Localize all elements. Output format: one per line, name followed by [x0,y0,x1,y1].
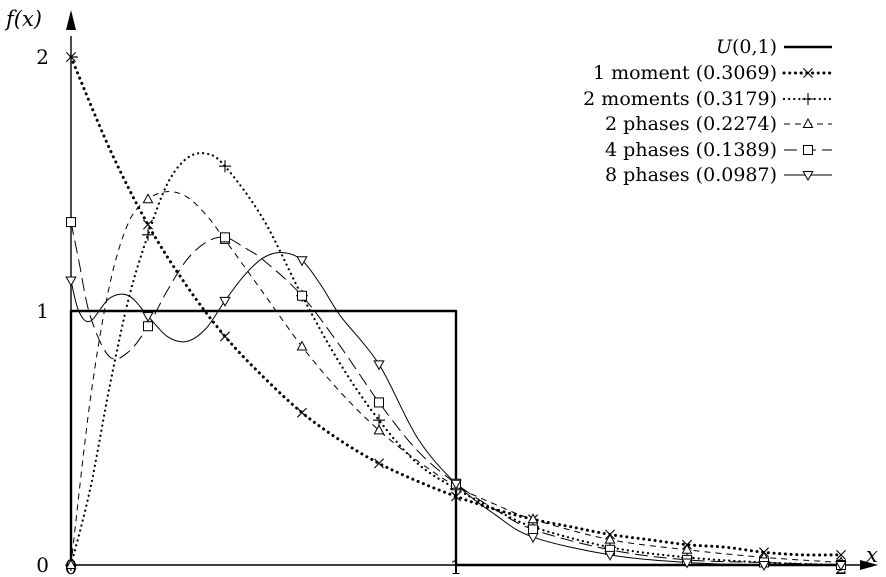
series-marker-2 [373,414,385,427]
series-marker-3 [296,340,308,351]
plot-markers [65,52,847,572]
series-marker-5 [296,256,308,267]
legend-label-4: 4 phases (0.1389) [605,139,777,161]
series-marker-5 [450,479,462,490]
series-marker-1 [66,52,76,62]
series-marker-5 [681,558,693,569]
legend-label-2: 2 moments (0.3179) [583,88,777,110]
legend-label-5: 8 phases (0.0987) [605,164,777,186]
series-marker-5 [373,360,385,371]
series-marker-3 [65,558,77,569]
series-marker-4 [528,524,538,535]
legend-marker-3 [802,117,814,128]
series-marker-3 [373,424,385,435]
series-line-1 [69,55,843,557]
series-line-2 [69,151,843,567]
y-tick-label: 1 [36,299,49,323]
series-marker-5 [527,533,539,544]
series-marker-4 [220,232,230,243]
y-axis-label: f(x) [4,7,42,31]
series-marker-4 [374,397,384,408]
series-marker-5 [65,276,77,287]
series-marker-3 [604,533,616,544]
legend-label-0: U(0,1) [716,36,777,58]
legend: U(0,1) 1 moment (0.3069) 2 moments (0.3179… [583,36,834,186]
legend-marker-5 [802,171,814,182]
series-marker-4 [66,217,76,228]
legend-label-3: 2 phases (0.2274) [605,113,777,135]
legend-marker-2 [802,93,814,105]
series-marker-5 [142,312,154,323]
series-marker-5 [758,561,770,572]
y-tick-label: 2 [36,45,49,69]
y-axis-arrow [66,10,76,30]
series-marker-3 [681,543,693,554]
series-marker-3 [142,193,154,204]
series-marker-1 [297,407,307,418]
series-marker-4 [143,321,153,332]
series-marker-5 [219,296,231,307]
x-axis-arrow [860,560,878,570]
series-marker-2 [142,228,154,241]
series-marker-5 [835,561,847,572]
series-marker-2 [219,160,231,173]
series-marker-1 [451,491,461,502]
series-marker-1 [836,549,846,560]
series-line-0 [69,309,841,567]
legend-marker-1 [803,68,813,78]
series-marker-1 [143,219,153,230]
series-marker-1 [220,331,230,342]
legend-marker-4 [803,145,813,155]
x-axis-label: x [866,543,878,567]
series-line-5 [70,252,842,566]
legend-label-1: 1 moment (0.3069) [593,62,777,84]
series-marker-1 [374,458,384,469]
series-marker-4 [297,290,307,301]
series-line-4 [70,222,842,566]
y-tick-label: 0 [36,553,49,577]
series-marker-5 [604,550,616,561]
series-marker-3 [527,513,539,524]
plot-lines [69,55,843,567]
